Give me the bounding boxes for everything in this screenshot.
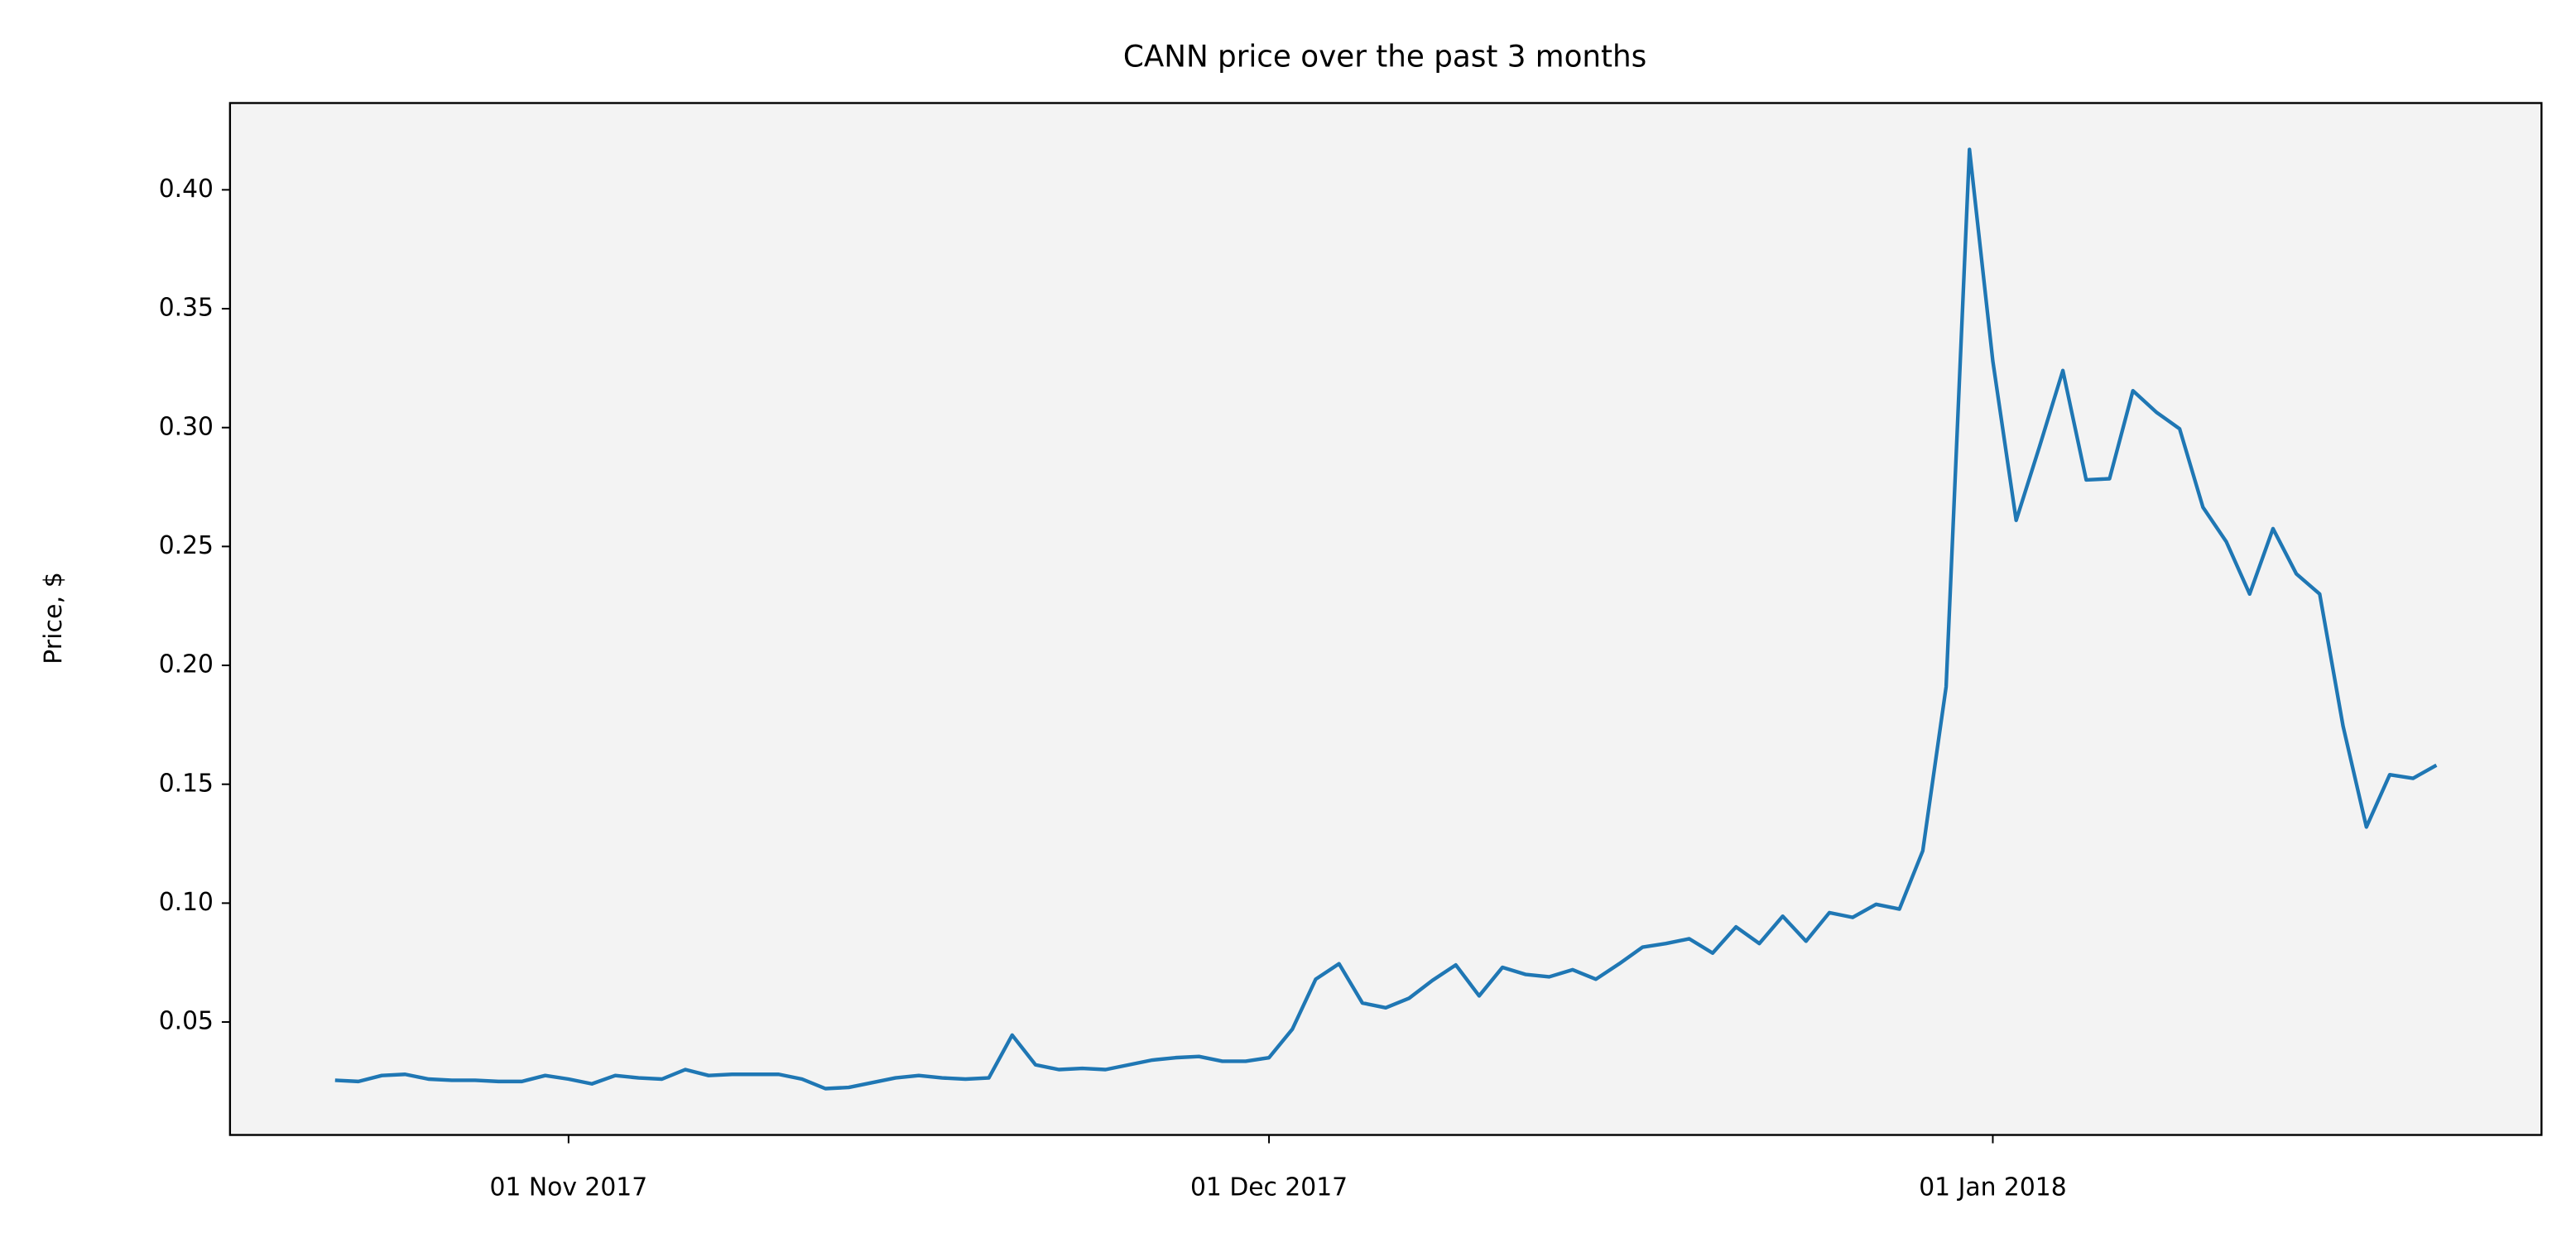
- plot-frame: [228, 102, 2543, 1136]
- y-tick-label: 0.10: [159, 888, 214, 917]
- x-tick-label: 01 Jan 2018: [1919, 1173, 2066, 1202]
- y-tick-label: 0.30: [159, 412, 214, 441]
- x-tick-label: 01 Dec 2017: [1190, 1173, 1348, 1202]
- y-tick-label: 0.20: [159, 650, 214, 679]
- x-tick-label: 01 Nov 2017: [490, 1173, 648, 1202]
- chart-title: CANN price over the past 3 months: [1123, 40, 1646, 74]
- y-axis-label: Price, $: [39, 572, 68, 664]
- y-tick-label: 0.05: [159, 1006, 214, 1035]
- price-line: [334, 147, 2438, 1091]
- y-tick-label: 0.35: [159, 293, 214, 322]
- plot-area: [229, 103, 2542, 1135]
- y-tick-label: 0.15: [159, 769, 214, 798]
- y-tick-label: 0.25: [159, 531, 214, 560]
- y-tick-label: 0.40: [159, 175, 214, 204]
